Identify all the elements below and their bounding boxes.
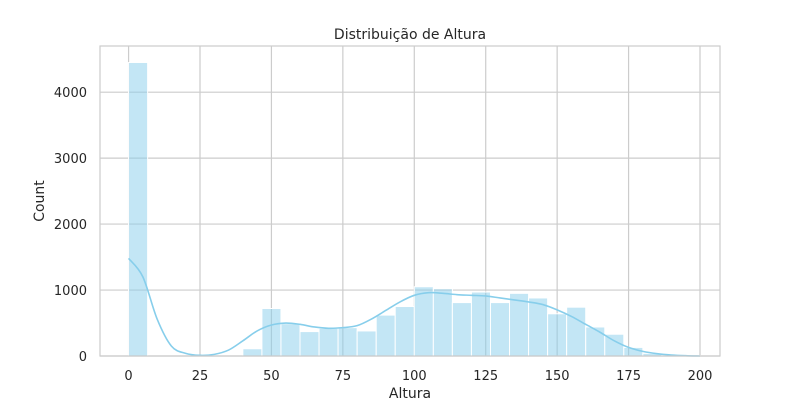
histogram-bar [299,331,320,357]
histogram-bar [547,313,568,357]
histogram-bar [318,327,339,357]
plot-frame [99,45,721,357]
x-tick-label: 125 [473,369,498,384]
histogram-bar [394,306,415,357]
histogram-bar [566,306,587,357]
x-tick-label: 150 [545,369,570,384]
histogram-bar [413,286,434,357]
y-tick-label: 2000 [54,218,87,233]
histogram-bar [489,302,511,357]
x-tick-label: 75 [335,369,352,384]
x-tick-label: 100 [402,369,427,384]
chart-title: Distribuição de Altura [334,27,486,43]
histogram-bar [261,308,282,357]
histogram-bar [509,292,530,357]
histogram-bar [337,327,358,357]
y-axis-label: Count [32,180,48,222]
x-tick-label: 0 [124,369,132,384]
histogram-bar [470,291,491,357]
histogram-bar [242,348,263,357]
histogram-bar [585,326,606,357]
x-axis-label: Altura [389,386,431,400]
y-tick-label: 3000 [54,152,87,167]
y-tick-label: 4000 [54,86,87,101]
histogram-bar [375,314,396,357]
x-tick-label: 50 [263,369,280,384]
histogram-bar [356,330,377,357]
histogram-bar [528,297,549,357]
y-tick-labels: 0 1000 2000 3000 4000 [54,86,87,365]
histogram-bar [128,61,149,357]
kde-curve [127,257,701,357]
x-tick-label: 25 [192,369,209,384]
x-tick-label: 175 [616,369,641,384]
histogram-bar [280,323,301,357]
x-tick-labels: 0 25 50 75 100 125 150 175 200 [124,369,712,384]
histogram-bar [432,288,453,357]
x-tick-label: 200 [688,369,713,384]
histogram-bars [128,61,701,357]
y-tick-label: 0 [79,350,87,365]
y-tick-label: 1000 [54,284,87,299]
histogram-bar [451,302,472,357]
